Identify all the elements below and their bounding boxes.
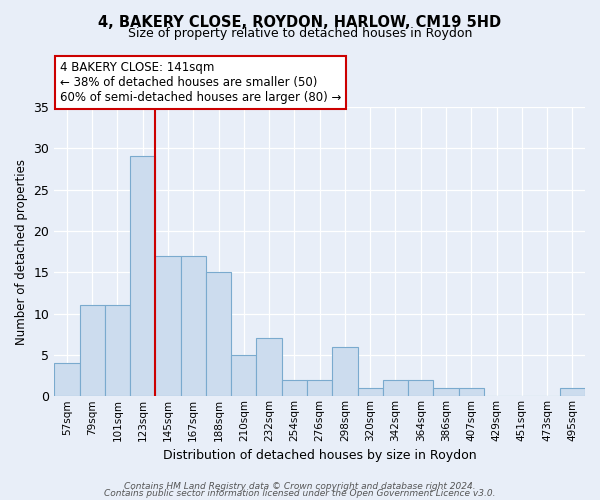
Bar [105,306,130,396]
Text: 4, BAKERY CLOSE, ROYDON, HARLOW, CM19 5HD: 4, BAKERY CLOSE, ROYDON, HARLOW, CM19 5H… [98,15,502,30]
Bar [383,380,408,396]
Bar [231,355,256,397]
Bar [433,388,458,396]
Bar [408,380,433,396]
Bar [181,256,206,396]
Bar [130,156,155,396]
Y-axis label: Number of detached properties: Number of detached properties [15,158,28,344]
Bar [155,256,181,396]
Bar [358,388,383,396]
Bar [282,380,307,396]
Bar [560,388,585,396]
Bar [458,388,484,396]
Text: 4 BAKERY CLOSE: 141sqm
← 38% of detached houses are smaller (50)
60% of semi-det: 4 BAKERY CLOSE: 141sqm ← 38% of detached… [59,61,341,104]
Bar [80,306,105,396]
Text: Size of property relative to detached houses in Roydon: Size of property relative to detached ho… [128,28,472,40]
Bar [206,272,231,396]
Text: Contains HM Land Registry data © Crown copyright and database right 2024.: Contains HM Land Registry data © Crown c… [124,482,476,491]
Bar [256,338,282,396]
Bar [332,346,358,397]
Bar [54,363,80,396]
Bar [307,380,332,396]
X-axis label: Distribution of detached houses by size in Roydon: Distribution of detached houses by size … [163,450,476,462]
Text: Contains public sector information licensed under the Open Government Licence v3: Contains public sector information licen… [104,490,496,498]
